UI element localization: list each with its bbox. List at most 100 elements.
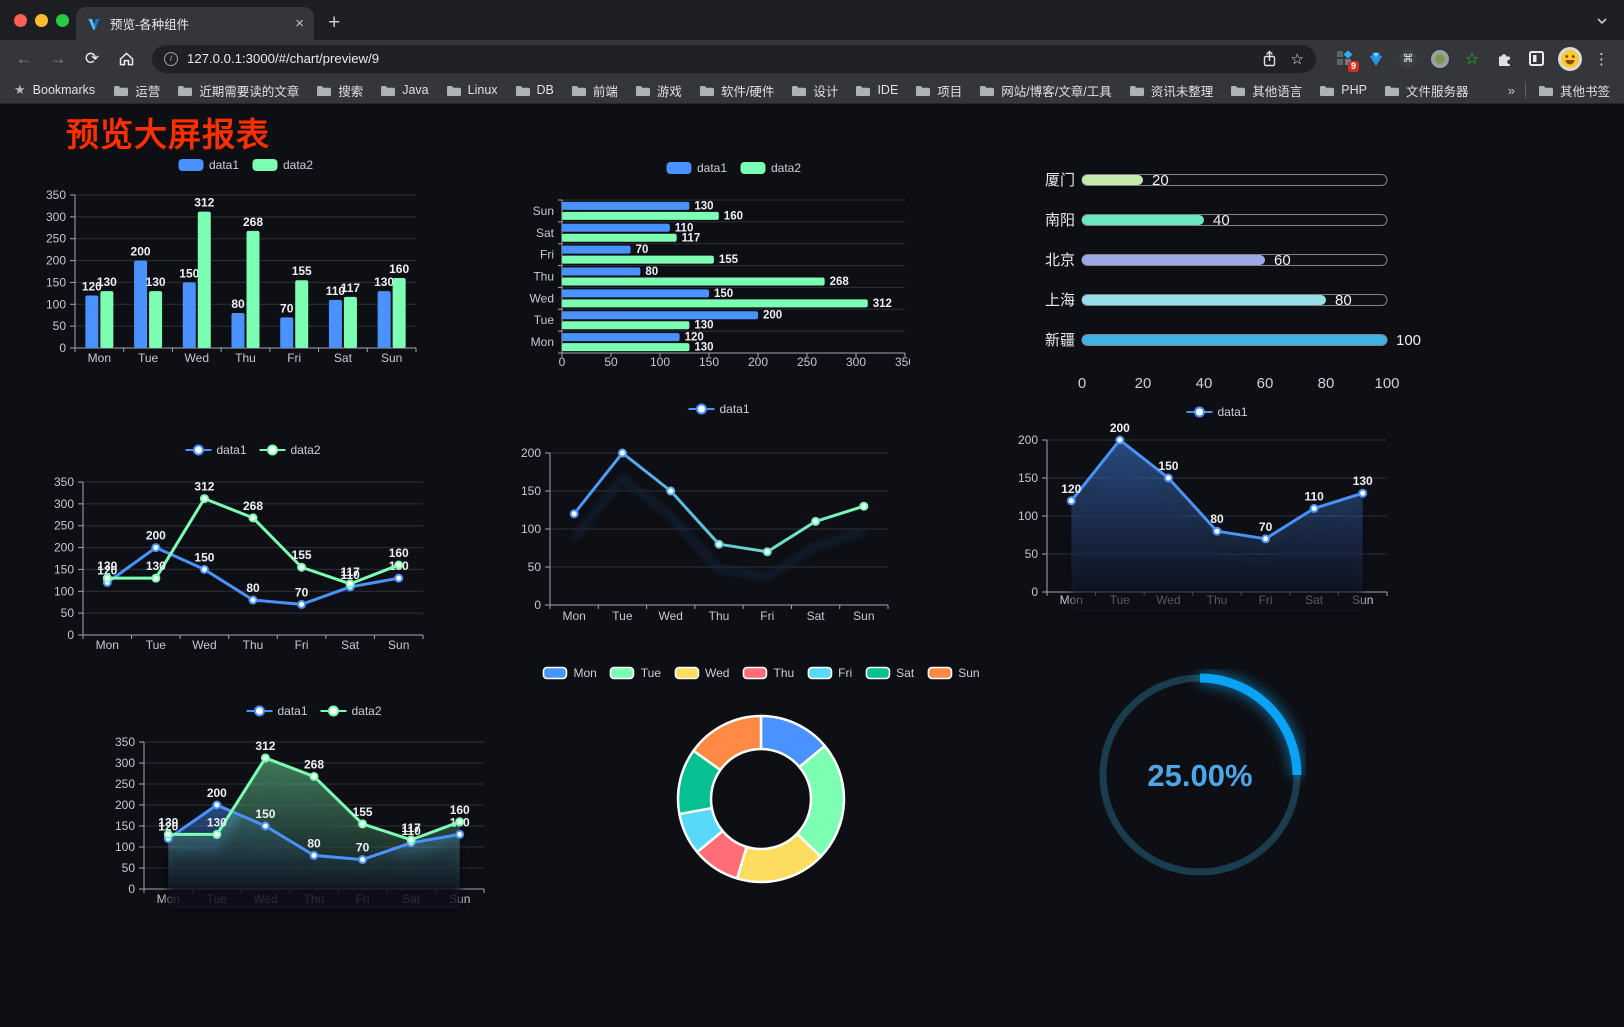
- svg-text:70: 70: [295, 585, 309, 599]
- address-bar[interactable]: i 127.0.0.1:3000/#/chart/preview/9 ☆: [152, 44, 1316, 73]
- bookmark-label: 搜索: [338, 84, 364, 99]
- back-button[interactable]: ←: [15, 48, 33, 68]
- line_gradient-canvas[interactable]: 0 50 100 150 200 Mon Tue Wed Thu Fri Sat Sun: [500, 398, 895, 638]
- bookmark-star-icon[interactable]: ☆: [1290, 50, 1304, 68]
- legend-swatch-icon: [185, 444, 212, 456]
- share-icon[interactable]: [1262, 50, 1277, 67]
- browser-toolbar: ← → ⟳ i 127.0.0.1:3000/#/chart/preview/9…: [0, 40, 1624, 77]
- bookmark-folder[interactable]: 运营: [113, 81, 160, 100]
- svg-text:155: 155: [292, 264, 312, 278]
- bookmark-folder[interactable]: Linux: [446, 83, 498, 97]
- svg-text:80: 80: [645, 266, 658, 278]
- home-button[interactable]: [112, 51, 140, 67]
- extensions-puzzle-button[interactable]: [1494, 49, 1514, 69]
- bookmark-folder[interactable]: 资讯未整理: [1129, 81, 1214, 100]
- bookmark-folder[interactable]: 搜索: [316, 81, 363, 100]
- svg-text:200: 200: [1110, 421, 1130, 435]
- legend-item-data2[interactable]: data2: [259, 443, 321, 457]
- ring_progress-canvas[interactable]: 25.00%: [1094, 669, 1306, 881]
- bookmark-folder[interactable]: 前端: [571, 81, 618, 100]
- maximize-window-button[interactable]: [56, 14, 69, 27]
- line_two-canvas[interactable]: 0 50 100 150 200 250 300 350 Mon Tue Wed Thu Fri Sat S…: [40, 428, 440, 673]
- bookmark-folder[interactable]: 网站/博客/文章/工具: [979, 81, 1112, 100]
- other-bookmarks-folder[interactable]: 其他书签: [1538, 81, 1610, 100]
- legend-item-Sun[interactable]: Sun: [927, 666, 980, 680]
- browser-tab[interactable]: 预览-各种组件 ×: [76, 7, 314, 40]
- svg-text:厦门: 厦门: [1045, 172, 1075, 189]
- new-tab-button[interactable]: +: [328, 11, 341, 34]
- bookmarks-overflow-chevron[interactable]: »: [1507, 82, 1515, 98]
- legend-item-data2[interactable]: data2: [320, 704, 382, 718]
- svg-text:110: 110: [340, 568, 360, 582]
- forward-button[interactable]: →: [49, 48, 67, 68]
- legend-item-data2[interactable]: data2: [252, 158, 313, 172]
- bookmark-folder[interactable]: IDE: [855, 83, 898, 97]
- donut-canvas[interactable]: [560, 660, 960, 920]
- bookmark-folder[interactable]: DB: [515, 83, 554, 97]
- other-bookmarks-label: 其他书签: [1559, 84, 1610, 99]
- svg-text:0: 0: [59, 341, 66, 355]
- bar_grouped-canvas[interactable]: 0 50 100 150 200 250 300 350 Mon Tue Wed Thu Fri Sat S…: [40, 140, 480, 375]
- bookmark-folder[interactable]: Java: [380, 83, 429, 97]
- svg-text:350: 350: [54, 475, 74, 489]
- svg-text:Fri: Fri: [760, 609, 774, 623]
- minimize-window-button[interactable]: [35, 14, 48, 27]
- tab-close-icon[interactable]: ×: [295, 15, 304, 32]
- legend-item-data1[interactable]: data1: [177, 158, 239, 172]
- close-window-button[interactable]: [14, 14, 27, 27]
- legend-item-data1[interactable]: data1: [688, 402, 750, 416]
- bookmark-folder[interactable]: 设计: [791, 81, 838, 100]
- svg-text:155: 155: [292, 548, 312, 562]
- profile-avatar[interactable]: [1558, 46, 1582, 71]
- legend-item-data1[interactable]: data1: [1186, 405, 1248, 419]
- browser-menu-button[interactable]: ⋮: [1594, 50, 1609, 68]
- progress_bars-canvas[interactable]: 厦门 20 南阳 40 北京 60 上海 80 新疆 100 0 20 40 60 80 100: [1000, 158, 1430, 398]
- extension-gem-icon[interactable]: [1366, 49, 1386, 69]
- svg-text:80: 80: [1335, 292, 1352, 309]
- extensions-row: 9 ⌘ ☆: [1328, 46, 1614, 72]
- svg-text:155: 155: [353, 805, 373, 819]
- bookmark-label: PHP: [1341, 83, 1367, 97]
- legend-item-Wed[interactable]: Wed: [674, 666, 729, 680]
- bookmark-folder[interactable]: 近期需要读的文章: [177, 81, 299, 100]
- bookmark-folder[interactable]: 项目: [915, 81, 962, 100]
- bookmark-label: IDE: [877, 83, 899, 97]
- bookmark-folder[interactable]: 文件服务器: [1384, 81, 1468, 100]
- legend-item-Tue[interactable]: Tue: [609, 666, 661, 680]
- extension-grid-icon[interactable]: 9: [1334, 49, 1359, 72]
- bookmark-folder[interactable]: 其他语言: [1230, 81, 1302, 100]
- legend-item-Mon[interactable]: Mon: [542, 666, 597, 680]
- bookmarks-list: 运营 近期需要读的文章 搜索 Java Linux DB 前端 游戏 软件/硬件 设计 IDE 项目 网…: [113, 81, 1502, 100]
- legend-item-Sat[interactable]: Sat: [865, 666, 914, 680]
- area_two-canvas[interactable]: 050100150200250300350MonTueWedThuFriSatS…: [105, 690, 500, 930]
- legend-item-data1[interactable]: data1: [246, 704, 308, 718]
- svg-text:250: 250: [115, 777, 135, 791]
- legend-item-Fri[interactable]: Fri: [807, 666, 852, 680]
- bar_horizontal-canvas[interactable]: Sun Sat Fri Thu Wed Tue Mon 0 50 100 150 200 250 300 3…: [505, 145, 915, 375]
- reload-button[interactable]: ⟳: [84, 48, 100, 68]
- extension-green-star-icon[interactable]: ☆: [1464, 50, 1480, 68]
- extension-command-icon[interactable]: ⌘: [1398, 49, 1418, 69]
- legend-item-data2[interactable]: data2: [740, 161, 801, 175]
- bookmarks-bar-label[interactable]: Bookmarks: [32, 83, 96, 97]
- legend-item-data1[interactable]: data1: [185, 443, 247, 457]
- svg-text:130: 130: [1353, 474, 1373, 488]
- extension-split-square-icon[interactable]: [1526, 49, 1546, 69]
- svg-text:100: 100: [1018, 509, 1038, 523]
- area_single-canvas[interactable]: 050100150200MonTueWedThuFriSatSun1202001…: [1000, 405, 1395, 635]
- folder-icon: [699, 85, 714, 96]
- green-dot-icon: [1431, 49, 1449, 68]
- site-info-icon[interactable]: i: [164, 51, 178, 66]
- legend-item-Thu[interactable]: Thu: [742, 666, 794, 680]
- svg-text:250: 250: [54, 519, 74, 533]
- extension-dot-icon[interactable]: [1430, 49, 1450, 69]
- bookmark-folder[interactable]: 游戏: [635, 81, 682, 100]
- bookmark-folder[interactable]: 软件/硬件: [699, 81, 774, 100]
- chart-area_single: 050100150200MonTueWedThuFriSatSun1202001…: [1000, 405, 1395, 635]
- svg-text:Mon: Mon: [96, 638, 119, 652]
- bookmark-folder[interactable]: PHP: [1319, 83, 1367, 97]
- chevron-down-icon[interactable]: [1596, 17, 1608, 25]
- svg-text:Thu: Thu: [533, 270, 554, 284]
- legend-item-data1[interactable]: data1: [665, 161, 727, 175]
- bookmark-label: 资讯未整理: [1150, 84, 1214, 99]
